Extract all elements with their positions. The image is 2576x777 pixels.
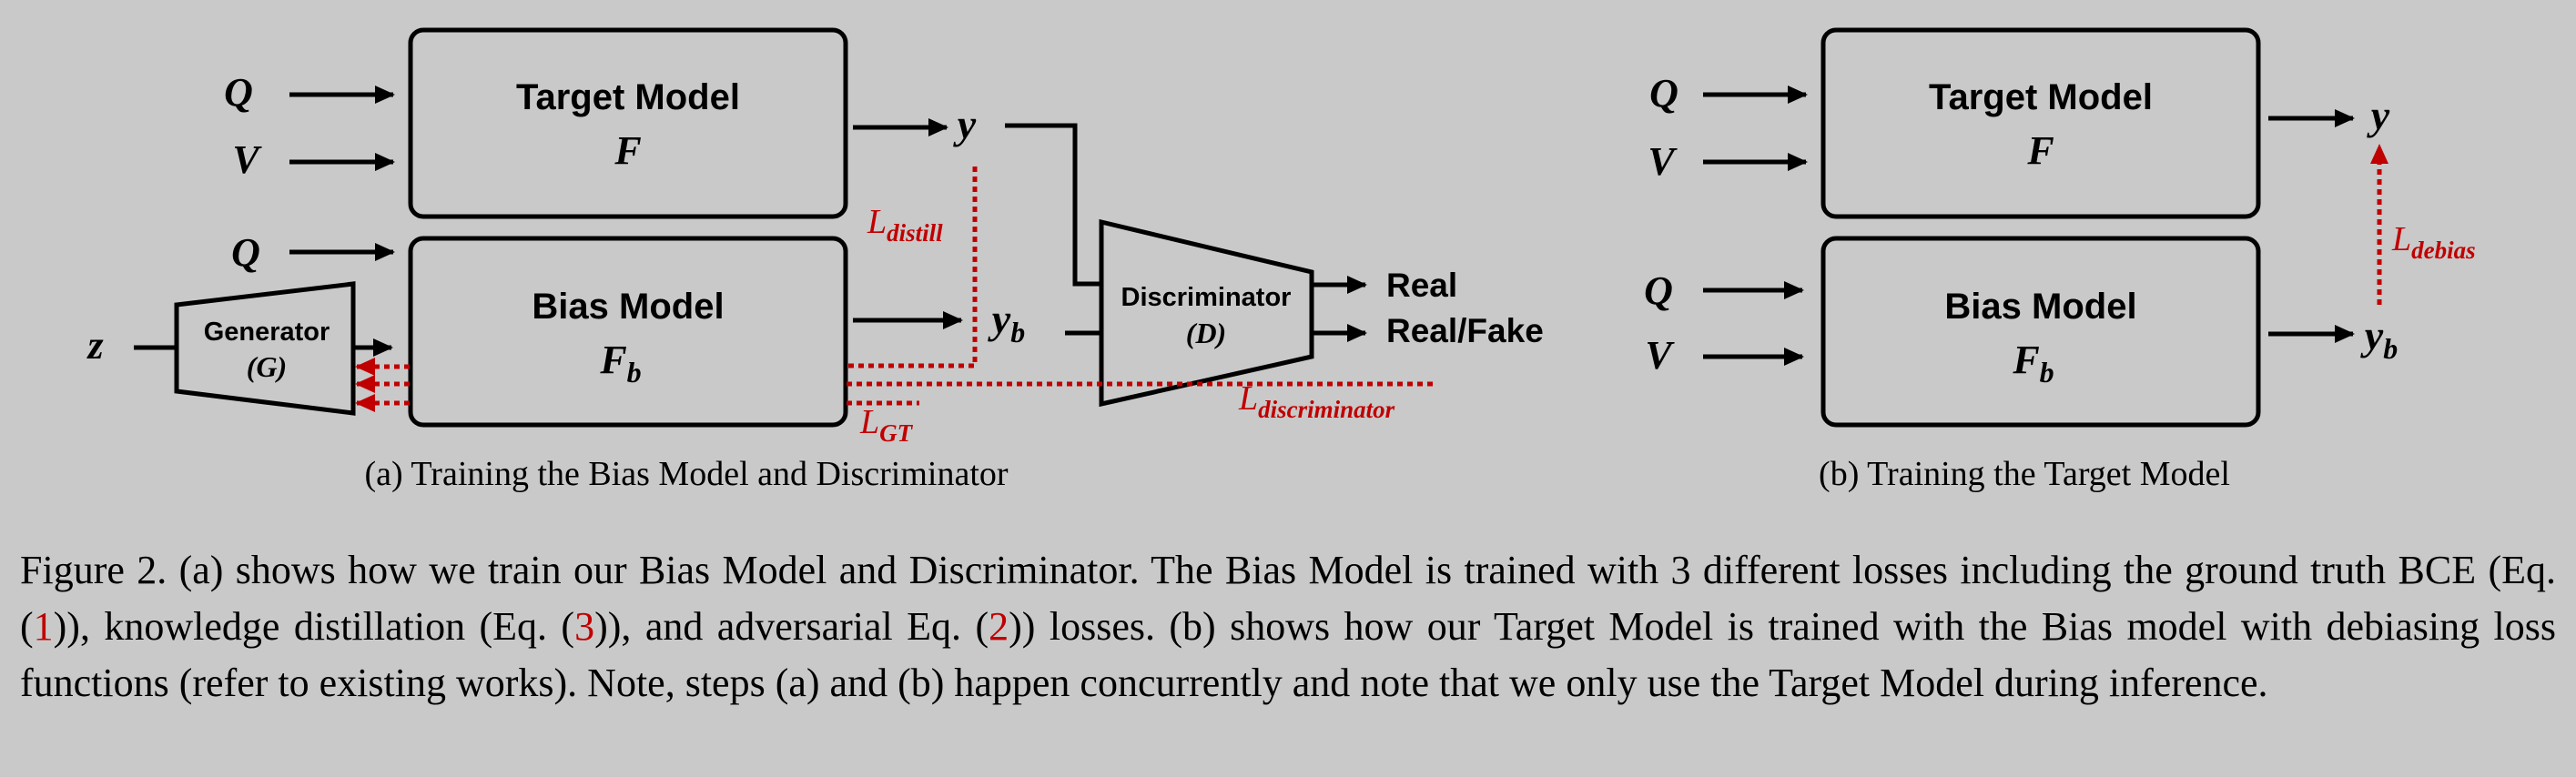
discriminator-symbol: (D) <box>1186 317 1226 349</box>
b-loss-debias-label: Ldebias <box>2391 220 2476 264</box>
b-input-v-bias: V <box>1645 333 1675 378</box>
generator-title: Generator <box>204 318 330 347</box>
subcaption-b: (b) Training the Target Model <box>1819 455 2230 493</box>
loss-distill-label: Ldistill <box>867 203 943 247</box>
b-input-v-top: V <box>1648 139 1678 184</box>
target-model-box <box>408 27 848 219</box>
output-y: y <box>953 101 977 147</box>
b-output-yb: yb <box>2360 312 2398 365</box>
b-target-model-box <box>1820 27 2261 219</box>
b-target-model-symbol: F <box>2026 128 2054 173</box>
b-output-y: y <box>2367 92 2390 138</box>
discriminator-block <box>1099 218 1314 408</box>
eq-ref-2[interactable]: 2 <box>989 604 1009 649</box>
generator-symbol: (G) <box>247 350 287 383</box>
loss-distill-path <box>847 166 978 368</box>
input-z: z <box>86 323 103 368</box>
discriminator-title: Discriminator <box>1121 283 1292 312</box>
generator-block <box>174 281 356 416</box>
target-model-title: Target Model <box>516 77 740 117</box>
line-y-to-discriminator <box>1005 123 1101 287</box>
b-target-model-title: Target Model <box>1929 77 2153 117</box>
panel-a: Q V Q z Target Model F Bias Model Fb Gen… <box>86 27 1544 493</box>
panel-b: Q V Q V Target Model F Bias Model Fb y y… <box>1644 27 2476 493</box>
input-v-top: V <box>232 137 262 182</box>
input-q-bias: Q <box>231 230 260 275</box>
figure-caption: Figure 2. (a) shows how we train our Bia… <box>20 542 2556 711</box>
output-yb: yb <box>988 296 1025 348</box>
b-bias-model-title: Bias Model <box>1944 287 2136 327</box>
bias-model-symbol: Fb <box>599 338 641 388</box>
figure-2-diagram: Q V Q z Target Model F Bias Model Fb Gen… <box>86 27 2476 493</box>
subcaption-a: (a) Training the Bias Model and Discrimi… <box>364 455 1008 493</box>
b-input-q-bias: Q <box>1644 268 1673 313</box>
caption-part-2: )), knowledge distillation (Eq. ( <box>53 604 575 649</box>
b-input-q-top: Q <box>1649 71 1678 116</box>
caption-part-4: )) losses. (b) shows how our Target Mode… <box>20 604 2556 705</box>
loss-gt-label: LGT <box>859 403 914 447</box>
b-bias-model-symbol: Fb <box>2012 338 2054 388</box>
output-realfake: Real/Fake <box>1386 312 1544 349</box>
target-model-symbol: F <box>614 128 641 173</box>
eq-ref-1[interactable]: 1 <box>33 604 54 649</box>
bias-model-title: Bias Model <box>532 287 724 327</box>
bias-model-box <box>408 236 848 428</box>
caption-part-3: )), and adversarial Eq. ( <box>594 604 989 649</box>
b-bias-model-box <box>1820 236 2261 428</box>
loss-discriminator-label: Ldiscriminator <box>1238 379 1395 423</box>
output-real: Real <box>1386 267 1457 304</box>
eq-ref-3[interactable]: 3 <box>574 604 595 649</box>
caption-part-1: Figure 2. (a) shows how we train our Bia… <box>20 548 2556 649</box>
input-q-top: Q <box>224 70 253 115</box>
